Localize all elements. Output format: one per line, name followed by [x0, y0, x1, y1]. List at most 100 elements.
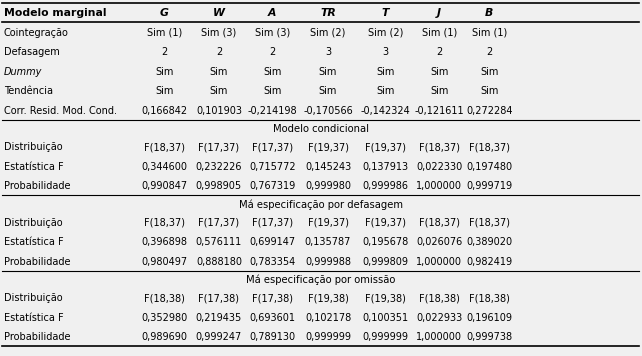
Text: F(17,37): F(17,37): [252, 218, 293, 228]
Text: F(18,38): F(18,38): [144, 293, 185, 303]
Text: 0,344600: 0,344600: [141, 162, 187, 172]
Text: A: A: [268, 9, 277, 19]
Text: 3: 3: [325, 47, 331, 57]
Text: Sim: Sim: [155, 86, 173, 96]
Text: 0,767319: 0,767319: [249, 181, 295, 191]
Text: 0,389020: 0,389020: [466, 237, 512, 247]
Text: F(18,37): F(18,37): [419, 142, 460, 152]
Text: 2: 2: [216, 47, 222, 57]
Text: Sim (2): Sim (2): [367, 28, 403, 38]
Text: Estatística F: Estatística F: [4, 313, 64, 323]
Text: 0,980497: 0,980497: [141, 257, 187, 267]
Text: Estatística F: Estatística F: [4, 162, 64, 172]
Text: 0,699147: 0,699147: [249, 237, 295, 247]
Text: TR: TR: [320, 9, 336, 19]
Text: Distribuição: Distribuição: [4, 142, 62, 152]
Text: 0,100351: 0,100351: [362, 313, 408, 323]
Text: Sim (1): Sim (1): [147, 28, 182, 38]
Text: Corr. Resid. Mod. Cond.: Corr. Resid. Mod. Cond.: [4, 106, 117, 116]
Text: Má especificação por omissão: Má especificação por omissão: [247, 274, 395, 285]
Text: Modelo marginal: Modelo marginal: [4, 9, 107, 19]
Text: F(17,37): F(17,37): [198, 218, 239, 228]
Text: Sim: Sim: [430, 86, 448, 96]
Text: Distribuição: Distribuição: [4, 218, 62, 228]
Text: -0,142324: -0,142324: [360, 106, 410, 116]
Text: 1,000000: 1,000000: [416, 257, 462, 267]
Text: Má especificação por defasagem: Má especificação por defasagem: [239, 199, 403, 210]
Text: B: B: [485, 9, 493, 19]
Text: 0,999719: 0,999719: [466, 181, 512, 191]
Text: Sim (3): Sim (3): [202, 28, 236, 38]
Text: Sim (1): Sim (1): [422, 28, 456, 38]
Text: 0,999980: 0,999980: [305, 181, 351, 191]
Text: Sim: Sim: [319, 67, 337, 77]
Text: F(19,38): F(19,38): [365, 293, 406, 303]
Text: Probabilidade: Probabilidade: [4, 257, 71, 267]
Text: F(18,37): F(18,37): [144, 142, 185, 152]
Text: F(17,37): F(17,37): [252, 142, 293, 152]
Text: 0,789130: 0,789130: [249, 332, 295, 342]
Text: Sim: Sim: [480, 86, 498, 96]
Text: 0,999999: 0,999999: [305, 332, 351, 342]
Text: 0,026076: 0,026076: [416, 237, 462, 247]
Text: W: W: [213, 9, 225, 19]
Text: Sim (3): Sim (3): [255, 28, 290, 38]
Text: 0,145243: 0,145243: [305, 162, 351, 172]
Text: Sim (1): Sim (1): [472, 28, 507, 38]
Text: F(19,37): F(19,37): [308, 218, 349, 228]
Text: -0,214198: -0,214198: [247, 106, 297, 116]
Text: F(19,37): F(19,37): [308, 142, 349, 152]
Text: 0,135787: 0,135787: [305, 237, 351, 247]
Text: Sim: Sim: [210, 67, 228, 77]
Text: 0,715772: 0,715772: [249, 162, 295, 172]
Text: Defasagem: Defasagem: [4, 47, 60, 57]
Text: 0,196109: 0,196109: [466, 313, 512, 323]
Text: 0,576111: 0,576111: [196, 237, 242, 247]
Text: Estatística F: Estatística F: [4, 237, 64, 247]
Text: F(17,38): F(17,38): [252, 293, 293, 303]
Text: 0,101903: 0,101903: [196, 106, 242, 116]
Text: Sim (2): Sim (2): [310, 28, 346, 38]
Text: Probabilidade: Probabilidade: [4, 181, 71, 191]
Text: 0,982419: 0,982419: [466, 257, 512, 267]
Text: 0,989690: 0,989690: [141, 332, 187, 342]
Text: Sim: Sim: [376, 67, 394, 77]
Text: 1,000000: 1,000000: [416, 332, 462, 342]
Text: -0,121611: -0,121611: [414, 106, 464, 116]
Text: F(18,38): F(18,38): [469, 293, 510, 303]
Text: F(18,37): F(18,37): [469, 142, 510, 152]
Text: Sim: Sim: [376, 86, 394, 96]
Text: Sim: Sim: [263, 67, 281, 77]
Text: G: G: [160, 9, 169, 19]
Text: 0,990847: 0,990847: [141, 181, 187, 191]
Text: Sim: Sim: [155, 67, 173, 77]
Text: Sim: Sim: [430, 67, 448, 77]
Text: Sim: Sim: [319, 86, 337, 96]
Text: F(17,38): F(17,38): [198, 293, 239, 303]
Text: 0,998905: 0,998905: [196, 181, 242, 191]
Text: T: T: [381, 9, 389, 19]
Text: F(18,37): F(18,37): [144, 218, 185, 228]
Text: F(18,38): F(18,38): [419, 293, 460, 303]
Text: 3: 3: [382, 47, 388, 57]
Text: 0,137913: 0,137913: [362, 162, 408, 172]
Text: 0,219435: 0,219435: [196, 313, 242, 323]
Text: 0,352980: 0,352980: [141, 313, 187, 323]
Text: 2: 2: [486, 47, 492, 57]
Text: F(17,37): F(17,37): [198, 142, 239, 152]
Text: 0,999247: 0,999247: [196, 332, 242, 342]
Text: 0,999999: 0,999999: [362, 332, 408, 342]
Text: Sim: Sim: [210, 86, 228, 96]
Text: 0,783354: 0,783354: [249, 257, 295, 267]
Text: 2: 2: [436, 47, 442, 57]
Text: 0,232226: 0,232226: [196, 162, 242, 172]
Text: 0,999738: 0,999738: [466, 332, 512, 342]
Text: Sim: Sim: [263, 86, 281, 96]
Text: F(18,37): F(18,37): [469, 218, 510, 228]
Text: 0,195678: 0,195678: [362, 237, 408, 247]
Text: J: J: [437, 9, 441, 19]
Text: 0,166842: 0,166842: [141, 106, 187, 116]
Text: -0,170566: -0,170566: [303, 106, 353, 116]
Text: 0,272284: 0,272284: [466, 106, 512, 116]
Text: Distribuição: Distribuição: [4, 293, 62, 303]
